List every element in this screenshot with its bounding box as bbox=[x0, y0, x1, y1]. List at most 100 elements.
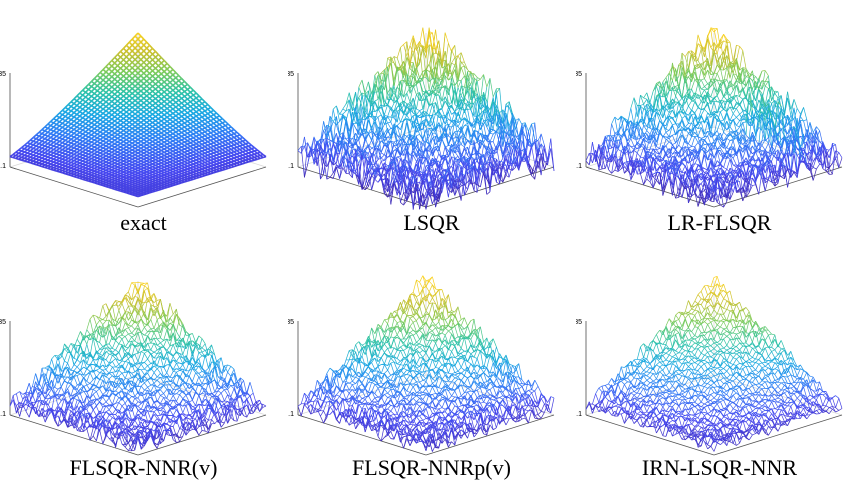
mesh-line bbox=[91, 160, 95, 164]
mesh-line bbox=[111, 163, 116, 167]
mesh-line bbox=[195, 92, 200, 97]
mesh-line bbox=[114, 128, 119, 132]
mesh-line bbox=[195, 162, 200, 166]
mesh-line bbox=[224, 160, 229, 164]
mesh-line bbox=[192, 117, 197, 122]
mesh-line bbox=[155, 128, 159, 132]
mesh-line bbox=[143, 87, 148, 92]
mesh-line bbox=[88, 93, 92, 97]
mesh-line bbox=[216, 160, 220, 164]
mesh-line bbox=[140, 178, 145, 182]
mesh-line bbox=[143, 179, 148, 183]
mesh-line bbox=[155, 175, 159, 178]
mesh-line bbox=[128, 140, 133, 144]
mesh-line bbox=[221, 118, 226, 122]
mesh-line bbox=[67, 151, 72, 154]
mesh-line bbox=[178, 113, 183, 118]
mesh-line bbox=[183, 113, 189, 118]
mesh-line bbox=[157, 141, 162, 145]
mesh-line bbox=[195, 142, 200, 147]
mesh-line bbox=[53, 152, 57, 155]
mesh-line bbox=[123, 157, 127, 161]
mesh-line bbox=[187, 128, 191, 133]
mesh-line bbox=[123, 183, 127, 186]
mesh-line bbox=[157, 91, 162, 95]
mesh-line bbox=[38, 159, 43, 162]
mesh-line bbox=[184, 176, 188, 180]
mesh-line bbox=[155, 146, 159, 150]
mesh-line bbox=[108, 143, 113, 147]
mesh-line bbox=[178, 90, 183, 95]
mesh-line bbox=[218, 135, 223, 140]
mesh-line bbox=[131, 50, 136, 55]
mesh-line bbox=[105, 81, 110, 86]
mesh-line bbox=[207, 151, 212, 155]
mesh-line bbox=[131, 56, 136, 61]
mesh-line bbox=[102, 132, 107, 137]
mesh-line bbox=[230, 134, 235, 139]
mesh-line bbox=[189, 142, 194, 146]
mesh-line bbox=[342, 142, 347, 148]
mesh-line bbox=[59, 116, 63, 120]
mesh-line bbox=[187, 147, 191, 151]
mesh-line bbox=[47, 139, 52, 142]
mesh-line bbox=[125, 115, 130, 119]
mesh-line bbox=[184, 163, 188, 167]
mesh-line bbox=[158, 187, 162, 191]
mesh-line bbox=[117, 163, 121, 167]
mesh-line bbox=[62, 130, 66, 134]
mesh-line bbox=[102, 99, 107, 103]
mesh-line bbox=[65, 173, 69, 176]
mesh-line bbox=[181, 175, 185, 179]
mesh-line bbox=[35, 161, 40, 164]
mesh-line bbox=[172, 79, 177, 84]
mesh-line bbox=[204, 119, 209, 123]
mesh-line bbox=[70, 138, 75, 142]
mesh-line bbox=[91, 179, 95, 182]
mesh-line bbox=[169, 81, 174, 86]
mesh-line bbox=[169, 158, 174, 162]
mesh-line bbox=[50, 120, 54, 124]
mesh-line bbox=[149, 106, 153, 111]
mesh-line bbox=[76, 157, 81, 161]
mesh-line bbox=[213, 155, 217, 159]
mesh-line bbox=[198, 122, 203, 127]
mesh-line bbox=[50, 168, 54, 171]
mesh-line bbox=[186, 112, 191, 116]
mesh-line bbox=[163, 122, 168, 127]
mesh-line bbox=[108, 98, 113, 103]
mesh-line bbox=[12, 153, 17, 157]
mesh-line bbox=[131, 123, 136, 128]
mesh-line bbox=[56, 162, 60, 165]
mesh-line bbox=[35, 152, 40, 155]
mesh-line bbox=[204, 158, 209, 163]
mesh-line bbox=[96, 108, 101, 113]
mesh-line bbox=[85, 127, 89, 131]
mesh-line bbox=[143, 192, 147, 195]
mesh-line bbox=[108, 146, 113, 150]
mesh-line bbox=[82, 147, 86, 151]
mesh-line bbox=[73, 159, 78, 163]
mesh-line bbox=[108, 156, 113, 160]
mesh-line bbox=[120, 142, 124, 146]
mesh-line bbox=[67, 125, 72, 129]
mesh-line bbox=[149, 155, 153, 159]
mesh-line bbox=[396, 121, 401, 126]
mesh-line bbox=[403, 114, 408, 122]
mesh-line bbox=[62, 118, 66, 122]
mesh-line bbox=[152, 171, 156, 175]
mesh-line bbox=[345, 99, 350, 112]
mesh-line bbox=[140, 47, 145, 52]
mesh-line bbox=[105, 166, 110, 170]
mesh-line bbox=[119, 67, 125, 72]
mesh-line bbox=[62, 161, 66, 165]
mesh-line bbox=[175, 110, 180, 115]
mesh-line bbox=[125, 83, 130, 87]
mesh-line bbox=[181, 97, 186, 102]
mesh-line bbox=[320, 121, 324, 143]
mesh-line bbox=[178, 173, 182, 177]
mesh-line bbox=[297, 150, 302, 154]
mesh-line bbox=[67, 154, 72, 158]
mesh-line bbox=[108, 84, 113, 88]
mesh-line bbox=[227, 131, 232, 136]
